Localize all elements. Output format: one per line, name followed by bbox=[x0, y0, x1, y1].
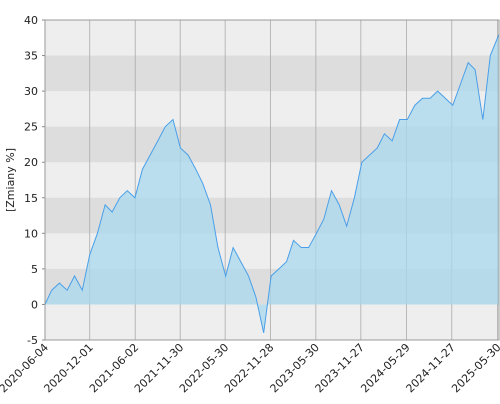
y-tick-label: 35 bbox=[24, 50, 38, 63]
grid-band bbox=[45, 55, 499, 92]
y-tick-label: 20 bbox=[24, 156, 38, 169]
y-tick-label: 40 bbox=[24, 14, 38, 27]
y-axis-label: [Zmiany %] bbox=[4, 148, 17, 212]
y-tick-label: 15 bbox=[24, 192, 38, 205]
y-tick-label: 10 bbox=[24, 227, 38, 240]
y-tick-label: 5 bbox=[31, 263, 38, 276]
area-fill bbox=[45, 34, 499, 333]
y-tick-label: -5 bbox=[27, 334, 38, 347]
line bbox=[44, 34, 500, 333]
y-tick-label: 25 bbox=[24, 121, 38, 134]
y-tick-label: 30 bbox=[24, 85, 38, 98]
plot-border bbox=[44, 19, 500, 341]
y-tick-label: 0 bbox=[31, 298, 38, 311]
